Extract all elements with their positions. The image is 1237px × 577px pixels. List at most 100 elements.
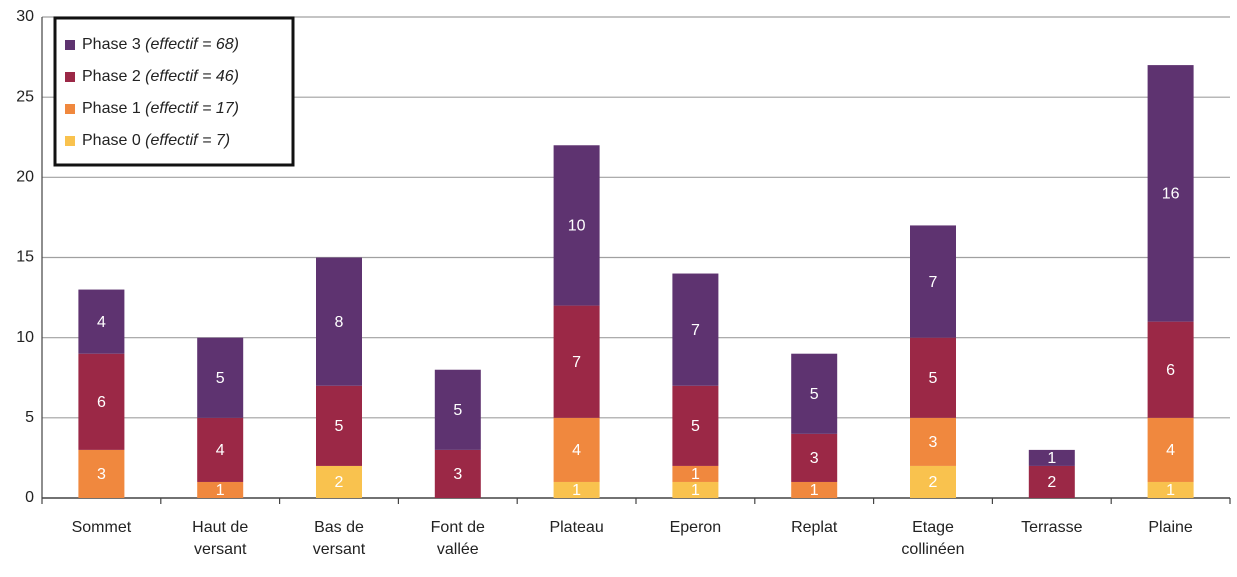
bar-segment (197, 417, 244, 482)
x-tick-label: Plaine (1148, 519, 1193, 536)
data-label: 2 (335, 474, 344, 491)
bar-segment (910, 225, 956, 338)
x-tick-label: Plateau (549, 519, 603, 536)
data-label: 4 (1166, 442, 1175, 459)
data-label: 3 (453, 466, 462, 483)
x-tick-label: Bas de versant (313, 519, 366, 558)
x-tick-label: Etage collinéen (901, 519, 964, 558)
x-tick-label-line: vallée (437, 541, 479, 558)
bar-segment (553, 481, 600, 498)
x-tick-label: Haut de versant (192, 519, 248, 558)
data-label: 1 (691, 466, 700, 483)
legend-label-count: (effectif = 68) (145, 36, 239, 53)
bar-segment (672, 465, 719, 482)
legend-swatch (65, 136, 75, 146)
bar-segment (672, 273, 719, 386)
data-label: 8 (335, 314, 344, 331)
x-tick-label-line: Font de (431, 519, 485, 536)
x-tick-label-line: Plaine (1148, 519, 1193, 536)
y-tick-label: 10 (16, 329, 34, 346)
legend-label-count: (effectif = 46) (145, 68, 239, 85)
y-tick-label: 20 (16, 169, 34, 186)
legend-swatch (65, 72, 75, 82)
y-tick-label: 0 (25, 489, 34, 506)
data-label: 6 (97, 394, 106, 411)
data-label: 1 (572, 482, 581, 499)
data-label: 3 (97, 466, 106, 483)
bar-segment (910, 337, 956, 418)
legend-box (53, 16, 295, 167)
bar-segment (78, 449, 125, 498)
data-label: 16 (1162, 186, 1180, 203)
legend-label-count: (effectif = 17) (145, 100, 239, 117)
x-tick-label-line: versant (194, 541, 247, 558)
legend-label-count: (effectif = 7) (145, 132, 230, 149)
legend-label: Phase 2 (effectif = 46) (82, 68, 239, 85)
x-tick-label-line: Sommet (72, 519, 132, 536)
data-label: 2 (929, 474, 938, 491)
x-tick-label: Sommet (72, 519, 132, 536)
bar-segment (1147, 65, 1194, 322)
data-label: 2 (1047, 474, 1056, 491)
data-label: 5 (216, 370, 225, 387)
legend-swatch (65, 104, 75, 114)
data-label: 5 (453, 402, 462, 419)
data-label: 6 (1166, 362, 1175, 379)
bar-segment (316, 465, 362, 498)
bar-segment (553, 417, 600, 482)
bar-segment (1147, 321, 1194, 418)
data-label: 5 (335, 418, 344, 435)
bar-segment (197, 337, 244, 418)
x-tick-label: Eperon (670, 519, 722, 536)
x-tick-label-line: Replat (791, 519, 838, 536)
bar-segment (434, 369, 481, 450)
legend-label: Phase 1 (effectif = 17) (82, 100, 239, 117)
data-label: 7 (572, 354, 581, 371)
legend-label-name: Phase 0 (82, 132, 145, 149)
bar-segment (672, 481, 719, 498)
x-tick-label-line: Etage (912, 519, 954, 536)
data-label: 5 (691, 418, 700, 435)
data-label: 7 (929, 274, 938, 291)
x-tick-label-line: Bas de (314, 519, 364, 536)
data-label: 4 (97, 314, 106, 331)
y-tick-label: 30 (16, 8, 34, 25)
x-tick-label-line: versant (313, 541, 366, 558)
bar-segment (1028, 449, 1075, 466)
data-label: 1 (810, 482, 819, 499)
x-tick-label: Font de vallée (431, 519, 485, 558)
bar-segment (434, 449, 481, 498)
data-label: 5 (929, 370, 938, 387)
bar-segment (78, 353, 125, 450)
y-tick-label: 15 (16, 249, 34, 266)
data-label: 10 (568, 218, 586, 235)
bar-segment (316, 257, 362, 386)
data-label: 1 (1047, 450, 1056, 467)
bar-segment (910, 417, 956, 466)
legend-label: Phase 0 (effectif = 7) (82, 132, 230, 149)
bar-segment (316, 385, 362, 466)
bar-segment (791, 353, 838, 434)
legend-label-name: Phase 3 (82, 36, 145, 53)
data-label: 5 (810, 386, 819, 403)
data-label: 3 (929, 434, 938, 451)
data-label: 3 (810, 450, 819, 467)
data-label: 1 (1166, 482, 1175, 499)
x-tick-label-line: Haut de (192, 519, 248, 536)
data-label: 1 (216, 482, 225, 499)
bar-segment (1147, 417, 1194, 482)
bar-segment (1147, 481, 1194, 498)
x-tick-label-line: Plateau (549, 519, 603, 536)
data-label: 4 (572, 442, 581, 459)
x-tick-label-line: Terrasse (1021, 519, 1082, 536)
legend-label: Phase 3 (effectif = 68) (82, 36, 239, 53)
data-label: 4 (216, 442, 225, 459)
x-tick-label-line: Eperon (670, 519, 722, 536)
legend-swatch (65, 40, 75, 50)
y-tick-label: 5 (25, 409, 34, 426)
legend-label-name: Phase 1 (82, 100, 145, 117)
data-label: 7 (691, 322, 700, 339)
bar-segment (197, 481, 244, 498)
bar-segment (791, 433, 838, 482)
